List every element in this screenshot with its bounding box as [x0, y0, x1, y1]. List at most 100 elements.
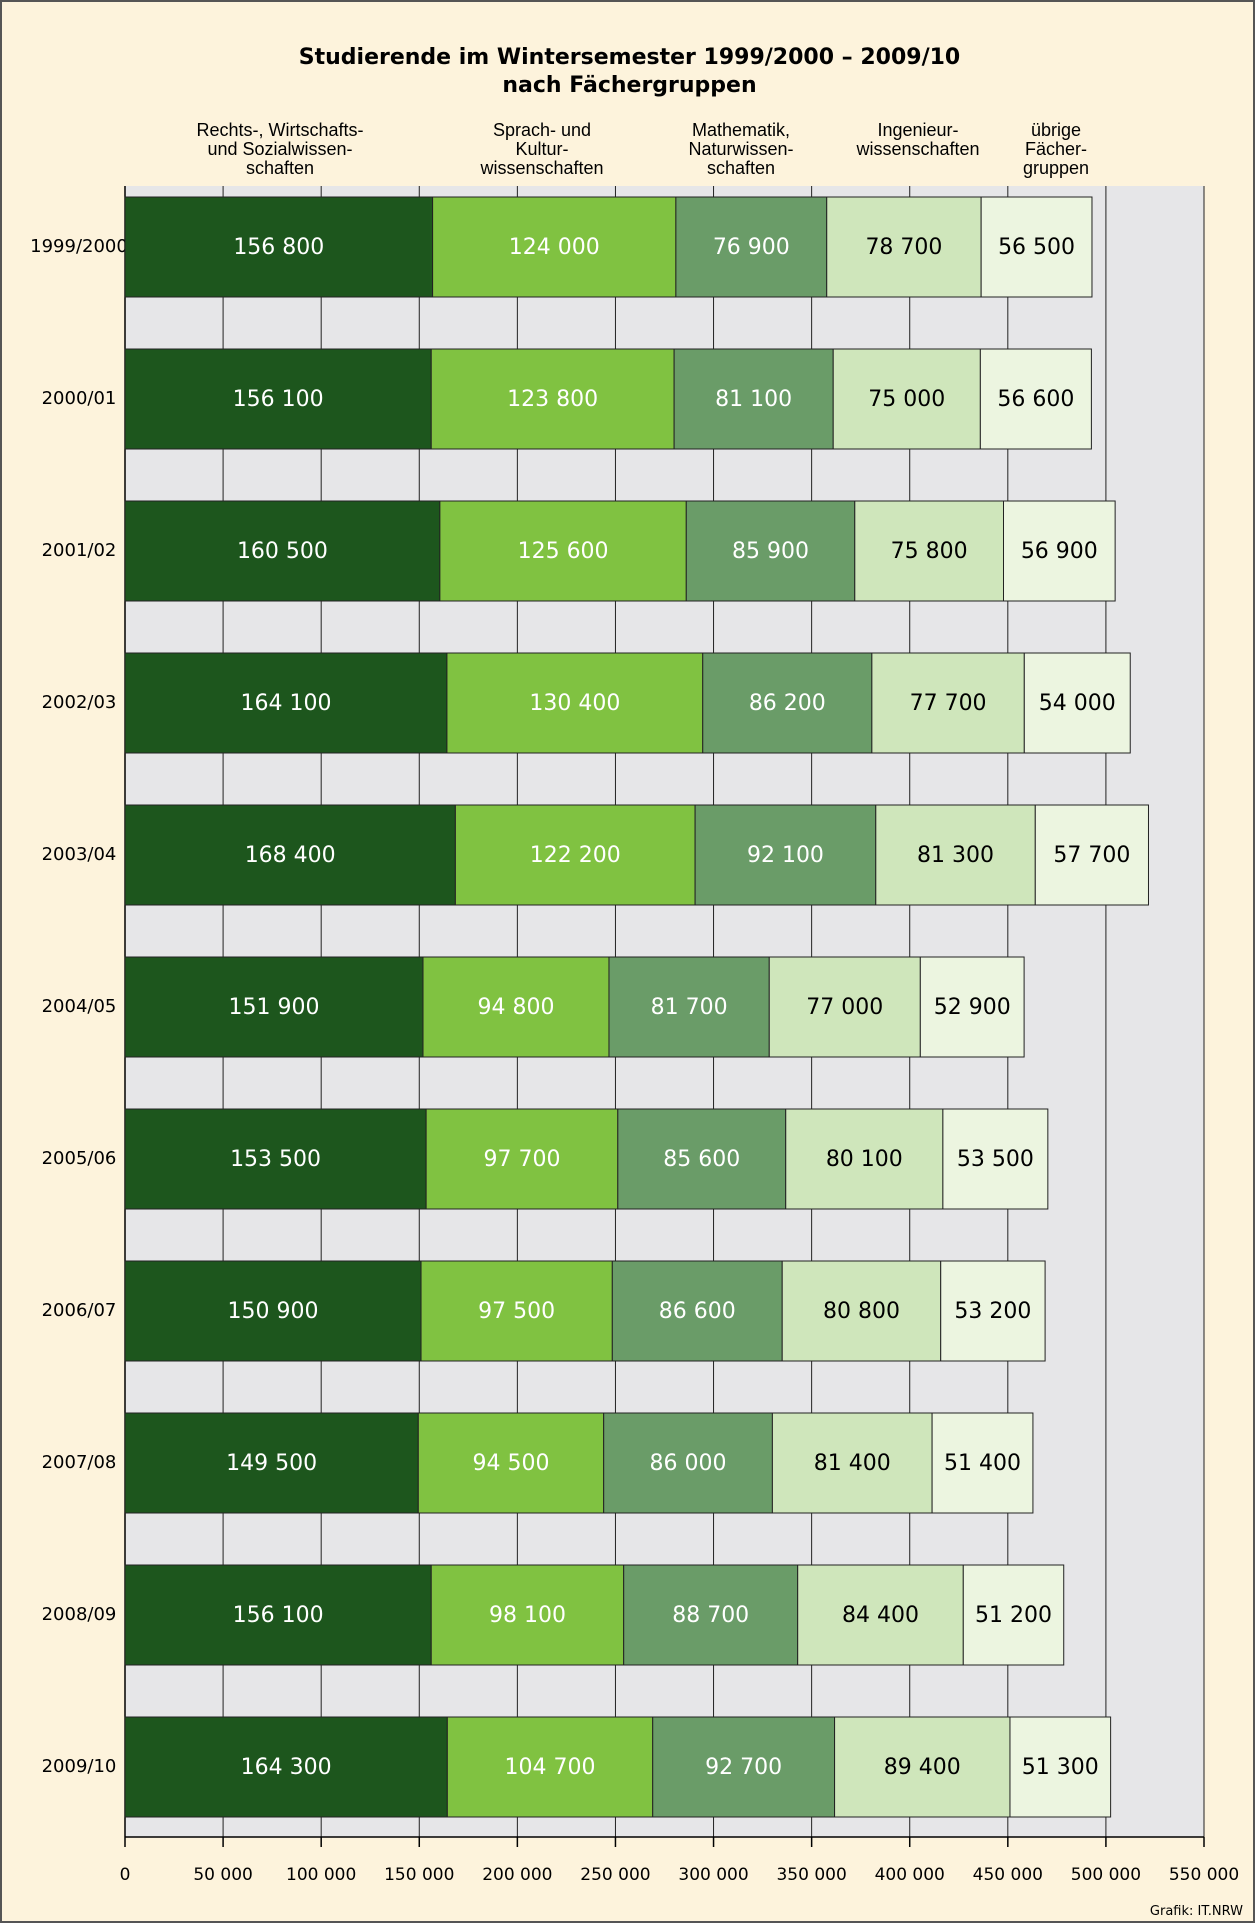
x-tick-label: 150 000 — [384, 1865, 454, 1885]
y-tick-label: 2003/04 — [42, 844, 117, 865]
bar-label: 122 200 — [530, 843, 621, 868]
bar-segment — [439, 500, 687, 602]
bar-segment — [685, 500, 856, 602]
bar-label: 54 000 — [1039, 691, 1116, 716]
bar-segment — [675, 196, 828, 298]
bar-label: 86 000 — [650, 1451, 727, 1476]
x-tick-label: 100 000 — [286, 1865, 356, 1885]
bar-segment — [771, 1412, 933, 1514]
bar-segment — [432, 196, 677, 298]
x-tick-label: 550 000 — [1169, 1865, 1239, 1885]
bar-label: 150 900 — [228, 1299, 319, 1324]
legend-header: Mathematik, Naturwissen- schaften — [688, 120, 794, 178]
bar-label: 53 500 — [957, 1147, 1034, 1172]
bar-segment — [124, 956, 424, 1058]
chart-title: Studierende im Wintersemester 1999/2000 … — [298, 45, 961, 98]
bar-segment — [785, 1108, 944, 1210]
y-tick-label: 1999/2000 — [30, 236, 128, 257]
bar-segment — [124, 652, 448, 754]
bar-label: 56 500 — [998, 235, 1075, 260]
bar-label: 76 900 — [713, 235, 790, 260]
bar-segment — [1023, 652, 1131, 754]
bar-segment — [617, 1108, 787, 1210]
x-tick-label: 350 000 — [776, 1865, 846, 1885]
bar-segment — [124, 804, 456, 906]
bar-label: 156 100 — [233, 387, 324, 412]
bar-label: 89 400 — [884, 1755, 961, 1780]
bar-segment — [832, 348, 981, 450]
bar-segment — [652, 1716, 836, 1818]
bar-label: 80 100 — [826, 1147, 903, 1172]
bar-segment — [979, 348, 1092, 450]
bar-segment — [124, 1716, 448, 1818]
bar-label: 151 900 — [229, 995, 320, 1020]
bar-segment — [1034, 804, 1149, 906]
bar-segment — [875, 804, 1036, 906]
bar-label: 75 800 — [891, 539, 968, 564]
bar-label: 77 000 — [806, 995, 883, 1020]
y-tick-label: 2009/10 — [42, 1756, 117, 1777]
bar-segment — [871, 652, 1025, 754]
bar-label: 160 500 — [237, 539, 328, 564]
y-tick-label: 2005/06 — [42, 1148, 117, 1169]
bar-label: 51 200 — [975, 1603, 1052, 1628]
x-tick-label: 500 000 — [1071, 1865, 1141, 1885]
bar-segment — [124, 1260, 422, 1362]
bar-segment — [702, 652, 873, 754]
bar-label: 80 800 — [823, 1299, 900, 1324]
bar-segment — [781, 1260, 942, 1362]
bar-segment — [603, 1412, 773, 1514]
x-tick-label: 50 000 — [193, 1865, 252, 1885]
y-tick-label: 2008/09 — [42, 1604, 117, 1625]
bar-label: 81 700 — [651, 995, 728, 1020]
bar-label: 156 100 — [233, 1603, 324, 1628]
bar-segment — [124, 348, 432, 450]
bar-label: 94 800 — [477, 995, 554, 1020]
bar-segment — [425, 1108, 619, 1210]
bar-segment — [1003, 500, 1116, 602]
bar-label: 149 500 — [226, 1451, 317, 1476]
bar-label: 56 600 — [997, 387, 1074, 412]
legend-header: übrige Fächer- gruppen — [1022, 120, 1090, 178]
bar-segment — [854, 500, 1005, 602]
bar-label: 51 300 — [1022, 1755, 1099, 1780]
bar-segment — [1009, 1716, 1112, 1818]
bar-segment — [919, 956, 1025, 1058]
x-tick-label: 450 000 — [973, 1865, 1043, 1885]
bar-label: 153 500 — [230, 1147, 321, 1172]
bar-segment — [673, 348, 834, 450]
bar-segment — [124, 196, 434, 298]
bar-label: 51 400 — [944, 1451, 1021, 1476]
bar-segment — [124, 1108, 427, 1210]
bar-segment — [931, 1412, 1034, 1514]
bar-label: 57 700 — [1053, 843, 1130, 868]
x-tick-label: 250 000 — [580, 1865, 650, 1885]
legend-header: Sprach- und Kultur- wissenschaften — [480, 120, 604, 178]
bar-label: 53 200 — [954, 1299, 1031, 1324]
x-tick-label: 0 — [120, 1865, 131, 1885]
bar-label: 77 700 — [910, 691, 987, 716]
y-tick-label: 2000/01 — [42, 388, 117, 409]
bar-label: 78 700 — [865, 235, 942, 260]
bar-label: 56 900 — [1021, 539, 1098, 564]
bar-label: 104 700 — [505, 1755, 596, 1780]
bar-label: 81 100 — [715, 387, 792, 412]
bar-label: 86 600 — [659, 1299, 736, 1324]
bar-label: 130 400 — [529, 691, 620, 716]
x-tick-label: 400 000 — [875, 1865, 945, 1885]
credit: Grafik: IT.NRW — [1149, 1904, 1243, 1919]
x-tick-label: 300 000 — [678, 1865, 748, 1885]
bar-segment — [694, 804, 877, 906]
bar-segment — [454, 804, 696, 906]
bar-segment — [768, 956, 921, 1058]
bar-label: 123 800 — [507, 387, 598, 412]
bar-label: 168 400 — [245, 843, 336, 868]
bar-label: 88 700 — [672, 1603, 749, 1628]
x-tick-label: 200 000 — [482, 1865, 552, 1885]
bar-label: 124 000 — [509, 235, 600, 260]
bar-label: 92 100 — [747, 843, 824, 868]
y-tick-label: 2002/03 — [42, 692, 117, 713]
bar-segment — [942, 1108, 1049, 1210]
bar-segment — [430, 348, 675, 450]
